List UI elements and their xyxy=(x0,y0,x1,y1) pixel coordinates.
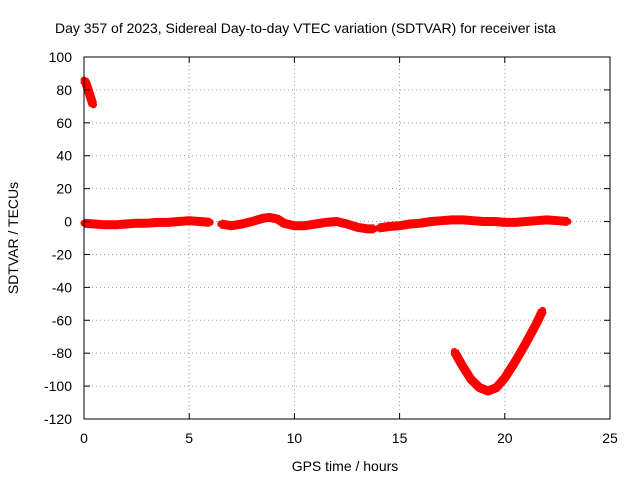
series-segment xyxy=(450,308,547,396)
data-point xyxy=(480,218,488,226)
x-tick-label: 15 xyxy=(392,430,408,446)
data-point xyxy=(185,217,193,225)
data-point xyxy=(459,362,467,370)
y-axis-label: SDTVAR / TECUs xyxy=(5,182,21,294)
data-point xyxy=(484,387,492,395)
data-point xyxy=(332,218,340,226)
data-point xyxy=(343,220,351,228)
data-point xyxy=(467,376,475,384)
data-point xyxy=(248,218,256,226)
data-point xyxy=(217,220,225,228)
x-tick-label: 10 xyxy=(287,430,303,446)
data-point xyxy=(532,320,540,328)
data-point xyxy=(427,218,435,226)
data-point xyxy=(274,215,282,223)
data-point xyxy=(501,218,509,226)
data-point xyxy=(89,101,97,109)
y-tick-label: -60 xyxy=(52,312,72,328)
x-axis-label: GPS time / hours xyxy=(292,458,399,474)
data-point xyxy=(564,218,572,226)
data-point xyxy=(101,221,109,229)
data-point xyxy=(490,218,498,226)
data-point xyxy=(143,219,151,227)
data-point xyxy=(322,218,330,226)
y-tick-label: -80 xyxy=(52,345,72,361)
data-point xyxy=(122,220,130,228)
y-tick-label: -40 xyxy=(52,279,72,295)
data-point xyxy=(532,217,540,225)
y-tick-label: -120 xyxy=(44,411,72,427)
data-point xyxy=(238,220,246,228)
data-point xyxy=(280,219,288,227)
data-point xyxy=(311,220,319,228)
data-point xyxy=(354,223,362,231)
y-tick-label: 40 xyxy=(56,148,72,164)
y-tick-label: 60 xyxy=(56,115,72,131)
data-point xyxy=(206,218,214,226)
plot-frame xyxy=(83,56,611,420)
data-point xyxy=(511,357,519,365)
data-point xyxy=(196,218,204,226)
data-point xyxy=(448,216,456,224)
data-point xyxy=(492,384,500,392)
y-tick-label: 80 xyxy=(56,82,72,98)
data-point xyxy=(227,222,235,230)
grid-lines xyxy=(84,57,610,419)
y-tick-label: -20 xyxy=(52,246,72,262)
data-point xyxy=(417,219,425,227)
data-point xyxy=(175,218,183,226)
x-tick-label: 5 xyxy=(185,430,193,446)
data-point xyxy=(511,218,519,226)
data-point xyxy=(112,221,120,229)
data-point xyxy=(133,219,141,227)
x-tick-label: 0 xyxy=(80,430,88,446)
data-point xyxy=(469,217,477,225)
data-point xyxy=(91,220,99,228)
data-point xyxy=(522,339,530,347)
y-tick-label: 20 xyxy=(56,181,72,197)
data-point xyxy=(154,218,162,226)
y-axis-ticks: -120 -100 -80 -60 -40 -20 0 20 40 60 80 100 xyxy=(44,49,610,427)
data-point xyxy=(501,374,509,382)
data-point xyxy=(522,218,530,226)
data-point xyxy=(476,384,484,392)
data-point xyxy=(396,222,404,230)
data-point xyxy=(539,306,547,314)
data-point xyxy=(543,216,551,224)
x-tick-label: 25 xyxy=(602,430,618,446)
data-series xyxy=(80,76,572,396)
data-point xyxy=(259,214,267,222)
data-point xyxy=(364,225,372,233)
data-point xyxy=(301,222,309,230)
y-tick-label: -100 xyxy=(44,378,72,394)
data-point xyxy=(459,216,467,224)
data-point xyxy=(290,222,298,230)
data-point xyxy=(406,220,414,228)
data-point xyxy=(553,217,561,225)
x-tick-label: 20 xyxy=(497,430,513,446)
x-axis-ticks: 0 5 10 15 20 25 xyxy=(80,57,618,446)
data-point xyxy=(438,217,446,225)
data-point xyxy=(385,222,393,230)
data-point xyxy=(375,224,383,232)
y-tick-label: 100 xyxy=(49,49,73,65)
data-point xyxy=(86,92,94,100)
chart-title: Day 357 of 2023, Sidereal Day-to-day VTE… xyxy=(55,20,556,36)
y-tick-label: 0 xyxy=(64,214,72,230)
data-point xyxy=(450,348,458,356)
data-point xyxy=(164,218,172,226)
data-point xyxy=(265,213,273,221)
